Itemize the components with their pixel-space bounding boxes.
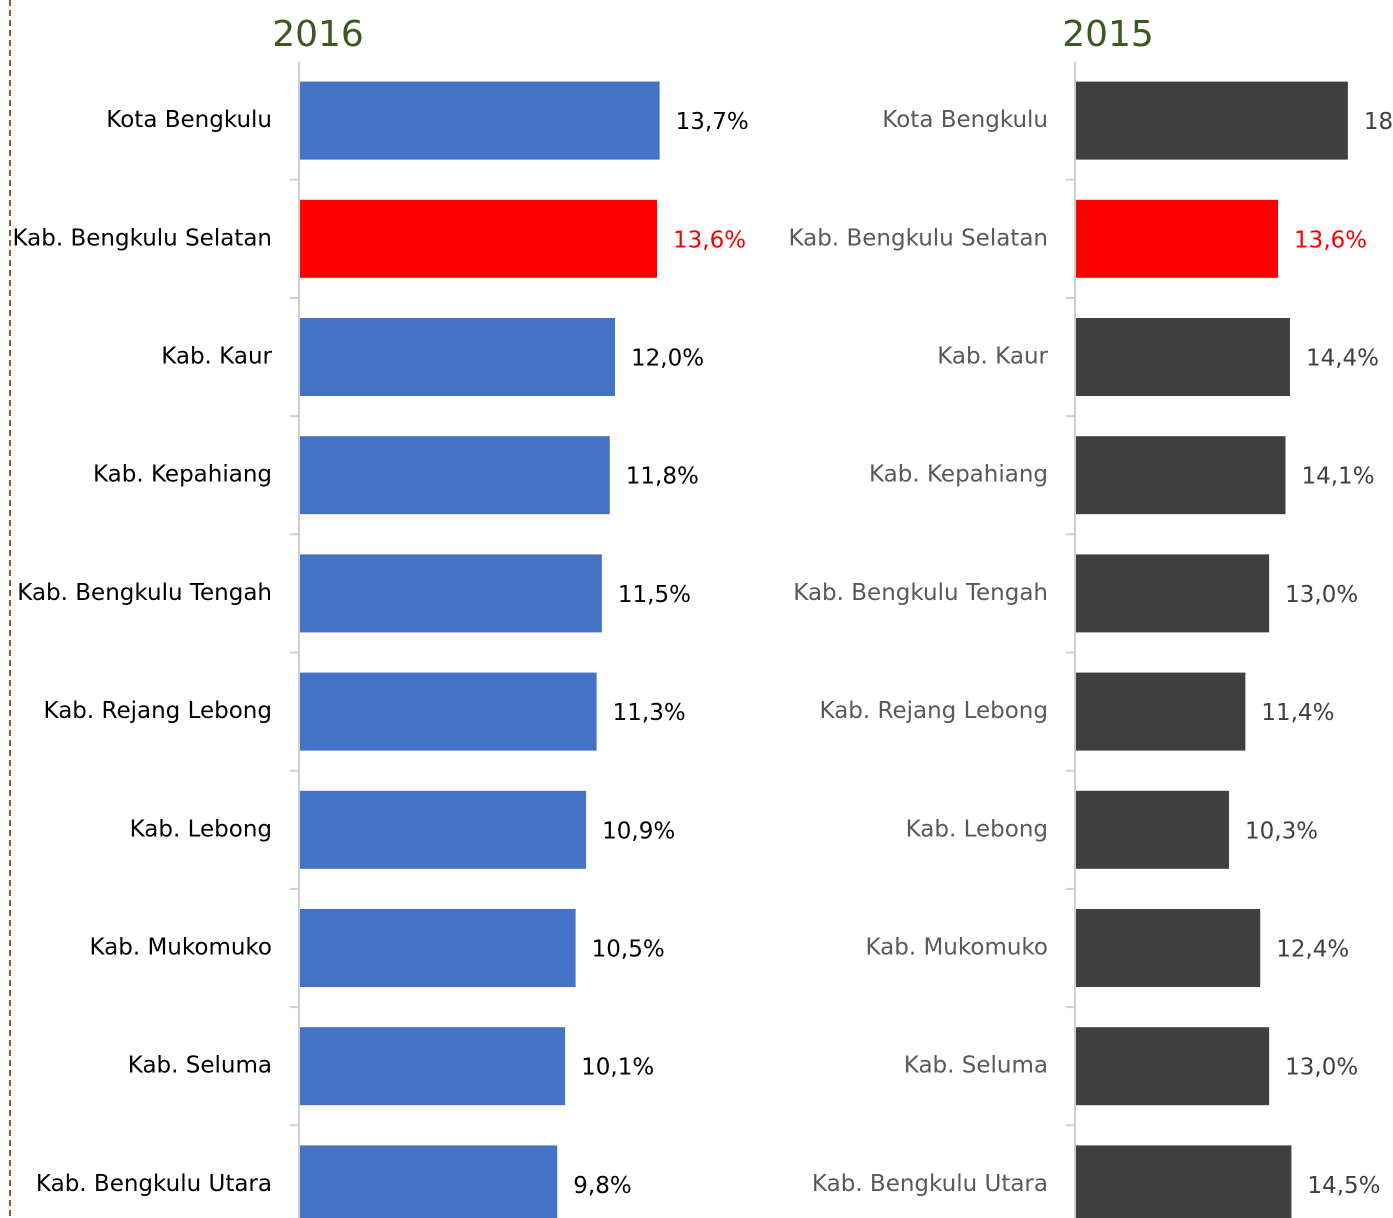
bar <box>300 790 587 869</box>
bar <box>1076 1145 1292 1218</box>
category-label: Kab. Rejang Lebong <box>820 698 1048 724</box>
value-label: 10,3% <box>1245 818 1318 844</box>
value-label: 12,0% <box>631 346 704 372</box>
category-label: Kab. Rejang Lebong <box>44 698 272 724</box>
bar <box>1076 790 1230 869</box>
value-label: 9,8% <box>573 1173 631 1199</box>
category-label: Kab. Bengkulu Selatan <box>789 225 1049 251</box>
category-label: Kab. Bengkulu Tengah <box>17 580 272 606</box>
category-label: Kab. Bengkulu Utara <box>36 1171 272 1197</box>
value-label: 10,9% <box>602 818 675 844</box>
bar <box>300 1145 558 1218</box>
category-label: Kab. Seluma <box>128 1053 272 1079</box>
bar <box>300 554 602 633</box>
bar <box>300 199 657 278</box>
bar <box>300 436 610 515</box>
bar <box>300 1027 566 1106</box>
value-label: 10,1% <box>581 1055 654 1081</box>
value-label: 13,7% <box>676 109 749 135</box>
bar <box>1076 909 1261 987</box>
bar <box>300 672 597 751</box>
bar <box>1076 436 1286 515</box>
value-label: 13,6% <box>673 227 746 253</box>
value-label: 11,8% <box>626 464 699 490</box>
bar <box>1076 199 1279 278</box>
category-label: Kab. Kepahiang <box>869 462 1048 488</box>
chart-title: 2015 <box>1062 14 1154 55</box>
category-label: Kab. Mukomuko <box>865 935 1048 961</box>
category-label: Kab. Seluma <box>904 1053 1048 1079</box>
category-label: Kab. Mukomuko <box>89 935 272 961</box>
value-label: 11,5% <box>618 582 691 608</box>
value-label: 11,3% <box>613 700 686 726</box>
bar <box>300 318 615 396</box>
value-label: 14,5% <box>1307 1173 1380 1199</box>
category-label: Kab. Lebong <box>906 816 1048 842</box>
category-label: Kab. Bengkulu Utara <box>812 1171 1048 1197</box>
bar <box>300 81 660 160</box>
bar <box>1076 318 1290 396</box>
bar <box>1076 81 1348 160</box>
bar <box>1076 554 1270 633</box>
chart-title: 2016 <box>272 14 364 55</box>
value-label: 14,1% <box>1301 464 1374 490</box>
category-label: Kab. Kaur <box>161 344 272 370</box>
category-label: Kab. Bengkulu Selatan <box>13 225 273 251</box>
category-label: Kab. Bengkulu Tengah <box>793 580 1048 606</box>
value-label: 13,6% <box>1294 227 1367 253</box>
category-label: Kab. Kaur <box>937 344 1048 370</box>
value-label: 14,4% <box>1306 346 1379 372</box>
value-label: 11,4% <box>1261 700 1334 726</box>
category-label: Kota Bengkulu <box>106 107 272 133</box>
category-label: Kab. Lebong <box>130 816 272 842</box>
value-label: 12,4% <box>1276 937 1349 963</box>
value-label: 13,0% <box>1285 582 1358 608</box>
bar <box>1076 1027 1270 1106</box>
value-label: 18,3% <box>1364 109 1393 135</box>
category-label: Kab. Kepahiang <box>93 462 272 488</box>
value-label: 10,5% <box>592 937 665 963</box>
value-label: 13,0% <box>1285 1055 1358 1081</box>
bar <box>1076 672 1246 751</box>
category-label: Kota Bengkulu <box>882 107 1048 133</box>
bar <box>300 909 576 987</box>
